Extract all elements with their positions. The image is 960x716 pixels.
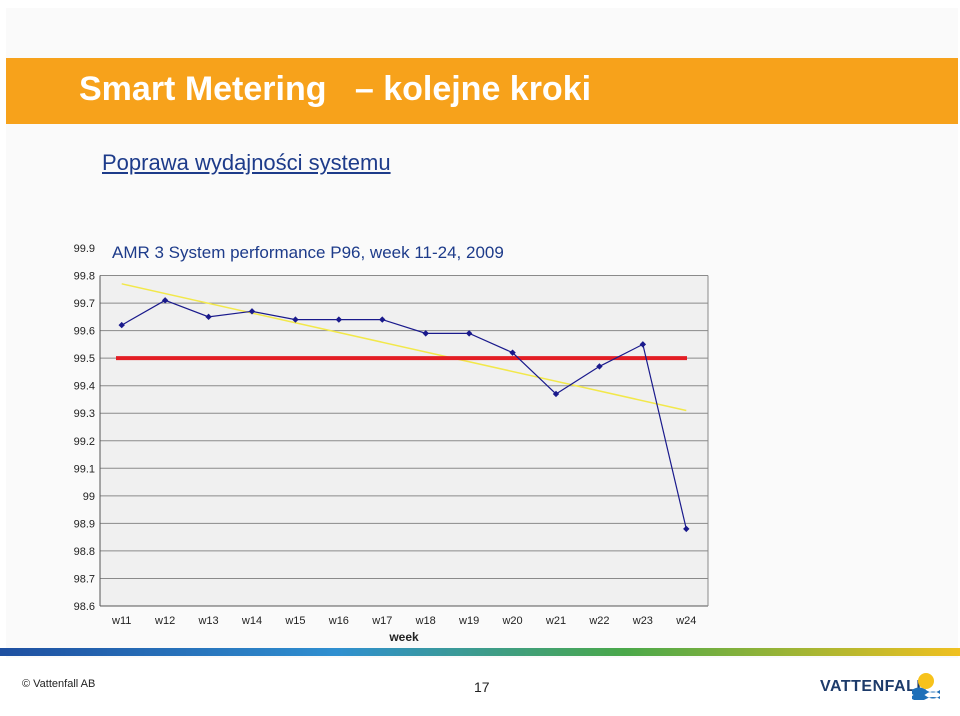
x-tick-label: w18 (415, 615, 436, 627)
y-tick-label: 98.6 (74, 601, 95, 613)
data-point (596, 363, 603, 370)
y-tick-label: 98.7 (74, 573, 95, 585)
data-point (639, 341, 647, 348)
page-number: 17 (474, 679, 490, 695)
x-tick-label: w13 (197, 615, 218, 627)
y-tick-label: 99.1 (74, 463, 95, 475)
x-tick-label: w15 (284, 615, 305, 627)
x-axis-label: week (388, 630, 419, 644)
data-point (465, 330, 473, 337)
data-point (335, 316, 343, 323)
y-tick-label: 99.2 (74, 436, 95, 448)
x-tick-label: w23 (632, 615, 653, 627)
y-tick-label: 99.5 (74, 353, 95, 365)
data-point (552, 390, 560, 398)
chart-title: AMR 3 System performance P96, week 11-24… (112, 243, 504, 262)
brand-name: VATTENFALL (820, 678, 927, 695)
y-tick-label: 98.9 (74, 518, 95, 530)
x-tick-label: w14 (241, 615, 262, 627)
y-tick-label: 99.4 (74, 381, 95, 393)
chart: 99.9 99.8 99.7 99.6 99.5 99.4 99.3 99.2 99.1 99 98… (74, 243, 709, 644)
x-tick-label: w22 (588, 615, 609, 627)
data-point (205, 313, 212, 321)
y-tick-label: 98.8 (74, 546, 95, 558)
copyright-text: © Vattenfall AB (22, 678, 96, 690)
x-tick-label: w24 (675, 615, 696, 627)
data-point (292, 316, 299, 323)
y-tick-label: 99.8 (74, 271, 95, 283)
data-point (683, 525, 690, 533)
vattenfall-logo-icon (912, 673, 940, 700)
plot-area: 99.9 99.8 99.7 99.6 99.5 99.4 99.3 99.2 99.1 99 98… (74, 243, 709, 644)
series-line (121, 299, 687, 530)
data-point (379, 316, 386, 323)
x-tick-label: w21 (545, 615, 566, 627)
x-tick-label: w20 (501, 615, 522, 627)
data-point (248, 308, 256, 315)
data-point (118, 321, 125, 329)
x-tick-label: w12 (154, 615, 175, 627)
slide-subtitle: Poprawa wydajności systemu (102, 150, 391, 175)
y-tick-label: 99.9 (74, 243, 95, 255)
y-tick-label: 99.6 (74, 326, 95, 338)
y-tick-label: 99.7 (74, 298, 95, 310)
x-tick-label: w19 (458, 615, 479, 627)
x-tick-label: w16 (328, 615, 349, 627)
x-tick-label: w11 (111, 615, 131, 627)
data-point (509, 349, 516, 356)
y-tick-label: 99 (83, 491, 95, 503)
data-point (422, 330, 429, 337)
trend-line (121, 283, 687, 412)
data-point (161, 297, 169, 304)
footer-gradient-bar (0, 648, 960, 656)
x-tick-label: w17 (371, 615, 392, 627)
title-bar (6, 58, 958, 124)
slide-title: Smart Metering – kolejne kroki (79, 70, 592, 108)
y-tick-label: 99.3 (74, 408, 95, 420)
